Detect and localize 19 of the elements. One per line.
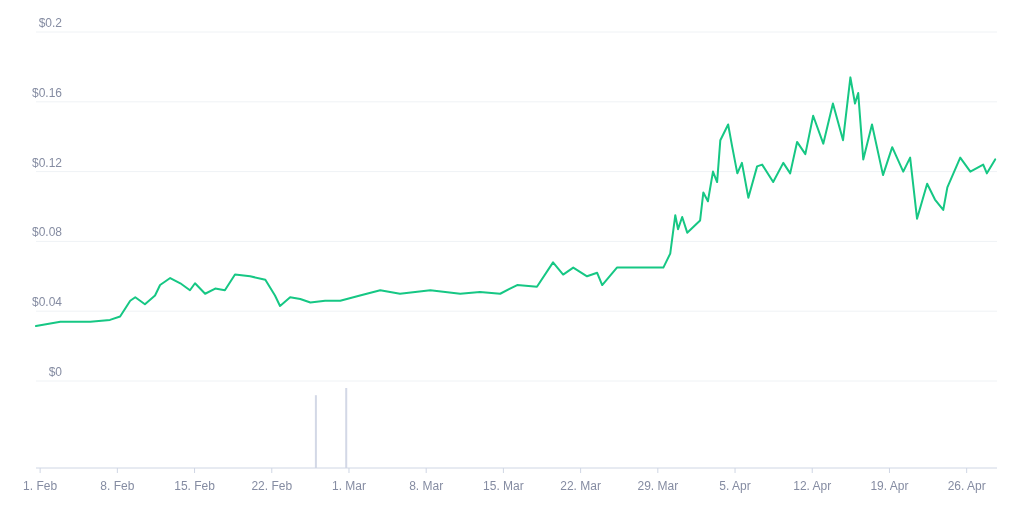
x-tick-label: 8. Feb bbox=[100, 479, 135, 493]
y-tick-label: $0 bbox=[48, 365, 63, 379]
y-tick-label: $0.12 bbox=[31, 155, 63, 170]
x-tick-label: 29. Mar bbox=[637, 479, 679, 493]
y-tick-label: $0.2 bbox=[38, 16, 63, 30]
x-tick-label: 26. Apr bbox=[947, 479, 986, 493]
y-tick-label: $0.16 bbox=[31, 85, 63, 100]
x-tick-label: 22. Mar bbox=[560, 479, 601, 493]
x-tick-label: 22. Feb bbox=[251, 479, 293, 493]
x-tick-label: 8. Mar bbox=[409, 479, 444, 493]
x-tick-label: 15. Feb bbox=[174, 479, 216, 493]
x-tick-label: 1. Feb bbox=[23, 479, 58, 493]
y-tick-label: $0.08 bbox=[31, 225, 63, 240]
x-tick-label: 19. Apr bbox=[870, 479, 909, 493]
x-tick-label: 15. Mar bbox=[483, 479, 524, 493]
x-tick-label: 12. Apr bbox=[793, 479, 832, 493]
y-tick-label: $0.04 bbox=[31, 295, 63, 310]
x-tick-label: 5. Apr bbox=[719, 479, 751, 493]
x-tick-label: 1. Mar bbox=[331, 479, 366, 493]
